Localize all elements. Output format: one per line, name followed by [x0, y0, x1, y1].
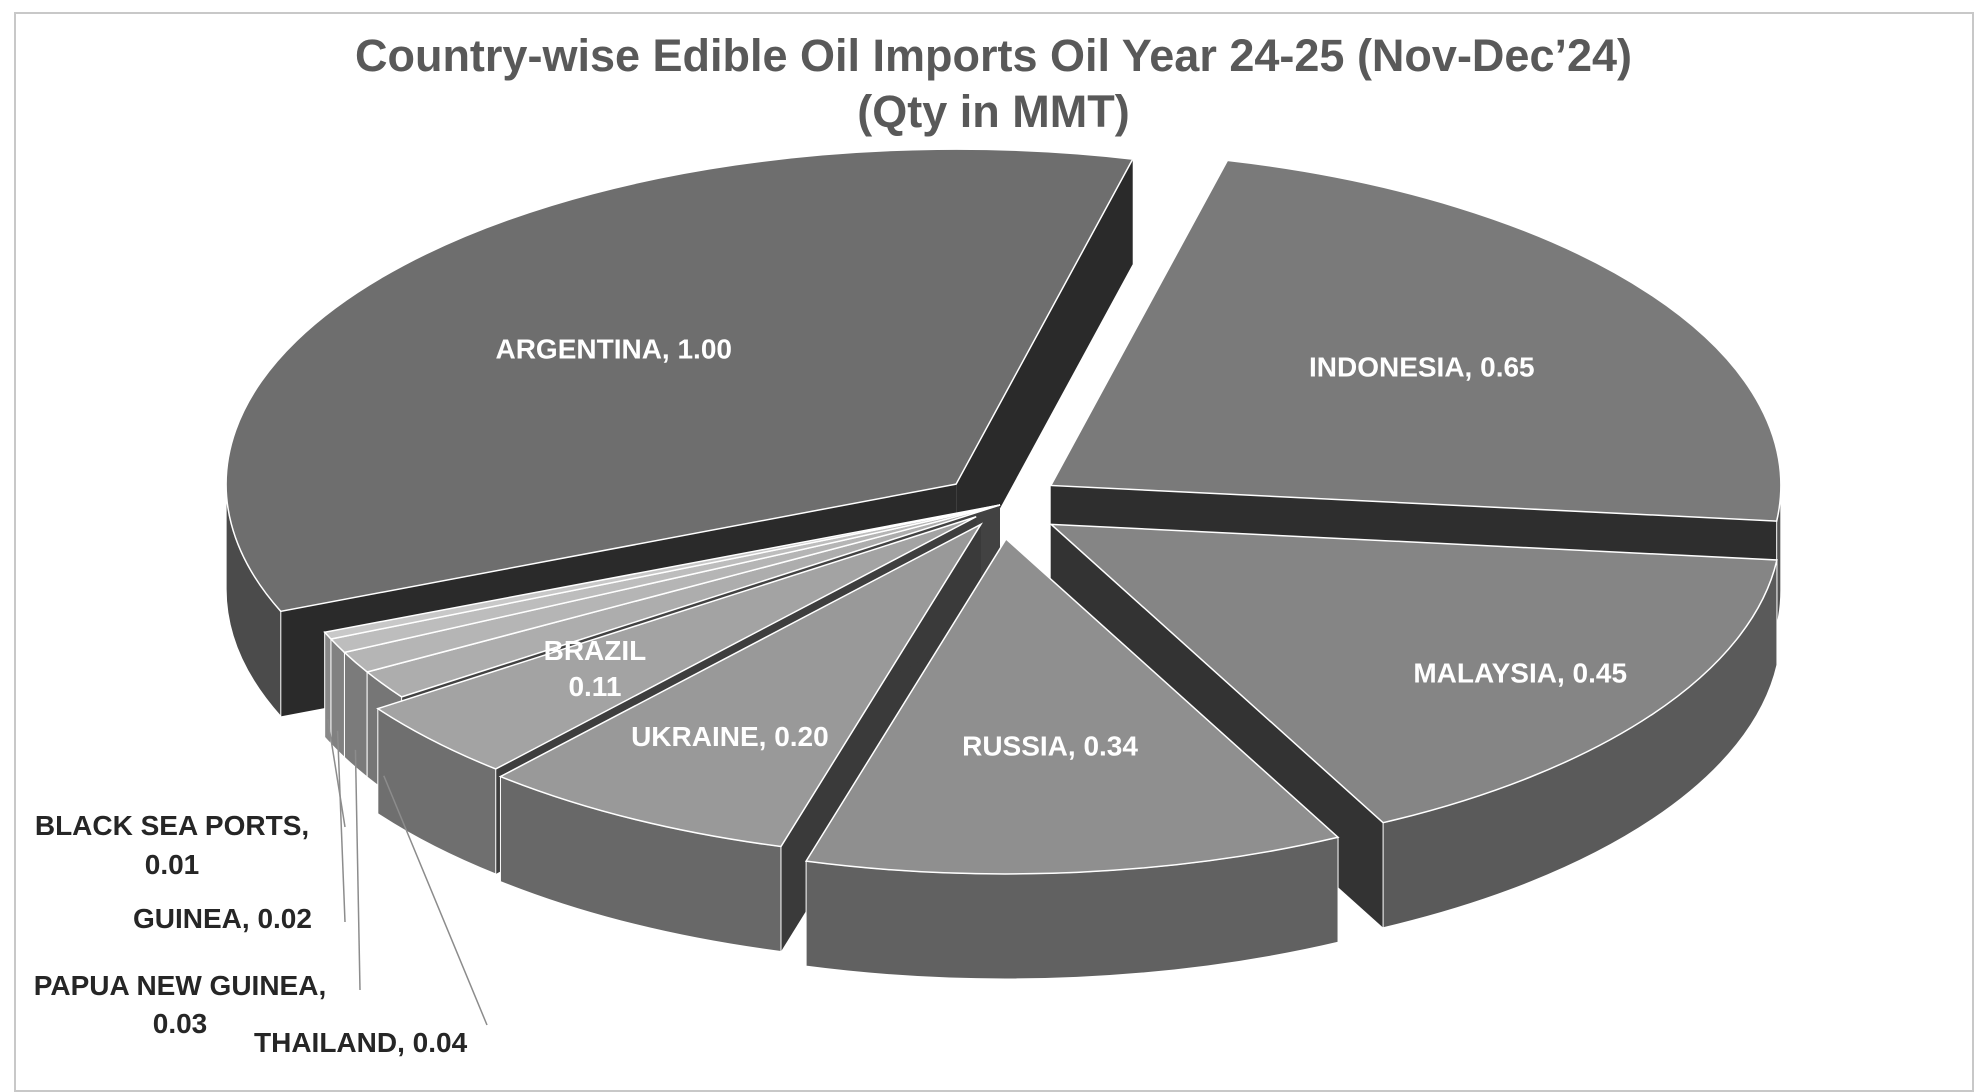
label-ukraine: UKRAINE, 0.20	[631, 721, 829, 752]
label-papua-new-guinea-name: PAPUA NEW GUINEA,	[34, 970, 326, 1001]
leader-thailand	[383, 775, 488, 1026]
chart-title-line: Country-wise Edible Oil Imports Oil Year…	[354, 30, 1633, 81]
label-argentina: ARGENTINA, 1.00	[495, 333, 732, 364]
slice-russia	[804, 537, 1340, 875]
leader-black-sea-ports	[327, 718, 346, 828]
label-black-sea-ports-name: BLACK SEA PORTS,	[35, 810, 309, 841]
label-russia: RUSSIA, 0.34	[962, 731, 1138, 762]
chart-subtitle: (Qty in MMT)	[857, 86, 1130, 137]
label-papua-new-guinea-value: 0.03	[153, 1008, 208, 1039]
slice-malaysia	[1049, 523, 1778, 824]
label-malaysia: MALAYSIA, 0.45	[1413, 657, 1627, 688]
label-indonesia: INDONESIA, 0.65	[1309, 351, 1535, 382]
label-thailand: THAILAND, 0.04	[254, 1027, 468, 1058]
leader-lines	[327, 718, 488, 1026]
label-guinea: GUINEA, 0.02	[133, 903, 312, 934]
slice-side-black-sea-ports	[324, 630, 332, 746]
slice-wall-argentina-end	[956, 159, 1133, 590]
label-brazil-value: 0.11	[568, 671, 621, 702]
label-brazil-name: BRAZIL	[544, 635, 647, 666]
leader-papua-new-guinea	[354, 749, 361, 991]
chart-title: Country-wise Edible Oil Imports Oil Year…	[0, 28, 1987, 140]
slice-argentina	[225, 148, 1134, 613]
slice-black-sea-ports	[323, 504, 1001, 640]
slice-brazil	[376, 516, 977, 770]
slice-indonesia	[1049, 159, 1782, 522]
leader-guinea	[336, 730, 346, 923]
slice-labels: INDONESIA, 0.65 MALAYSIA, 0.45 RUSSIA, 0.3…	[34, 333, 1627, 1058]
slice-ukraine	[498, 522, 983, 848]
pie-tops	[225, 148, 1782, 875]
label-black-sea-ports-value: 0.01	[145, 849, 200, 880]
